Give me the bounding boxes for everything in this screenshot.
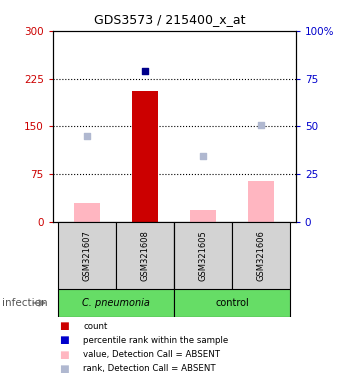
Bar: [232, 222, 290, 289]
Point: [201, 153, 206, 159]
Text: GSM321607: GSM321607: [83, 230, 92, 281]
Point: [142, 68, 148, 74]
Text: C. pneumonia: C. pneumonia: [82, 298, 150, 308]
Text: ■: ■: [59, 349, 69, 359]
Bar: [116, 222, 174, 289]
Text: GSM321606: GSM321606: [257, 230, 266, 281]
Text: infection: infection: [2, 298, 47, 308]
Bar: [74, 203, 100, 222]
Text: ■: ■: [59, 321, 69, 331]
Text: ■: ■: [59, 336, 69, 346]
Bar: [132, 91, 158, 222]
Bar: [58, 222, 116, 289]
Text: rank, Detection Call = ABSENT: rank, Detection Call = ABSENT: [83, 364, 216, 373]
Point: [258, 122, 264, 128]
Text: ■: ■: [59, 364, 69, 374]
Point: [85, 133, 90, 139]
Text: count: count: [83, 322, 108, 331]
Text: GSM321605: GSM321605: [199, 230, 208, 281]
Bar: [190, 210, 216, 222]
Text: GSM321608: GSM321608: [141, 230, 150, 281]
Text: percentile rank within the sample: percentile rank within the sample: [83, 336, 228, 345]
Text: GDS3573 / 215400_x_at: GDS3573 / 215400_x_at: [94, 13, 246, 26]
Bar: [174, 289, 290, 317]
Bar: [174, 222, 232, 289]
Bar: [248, 180, 274, 222]
Bar: [58, 289, 174, 317]
Text: control: control: [215, 298, 249, 308]
Text: value, Detection Call = ABSENT: value, Detection Call = ABSENT: [83, 350, 220, 359]
